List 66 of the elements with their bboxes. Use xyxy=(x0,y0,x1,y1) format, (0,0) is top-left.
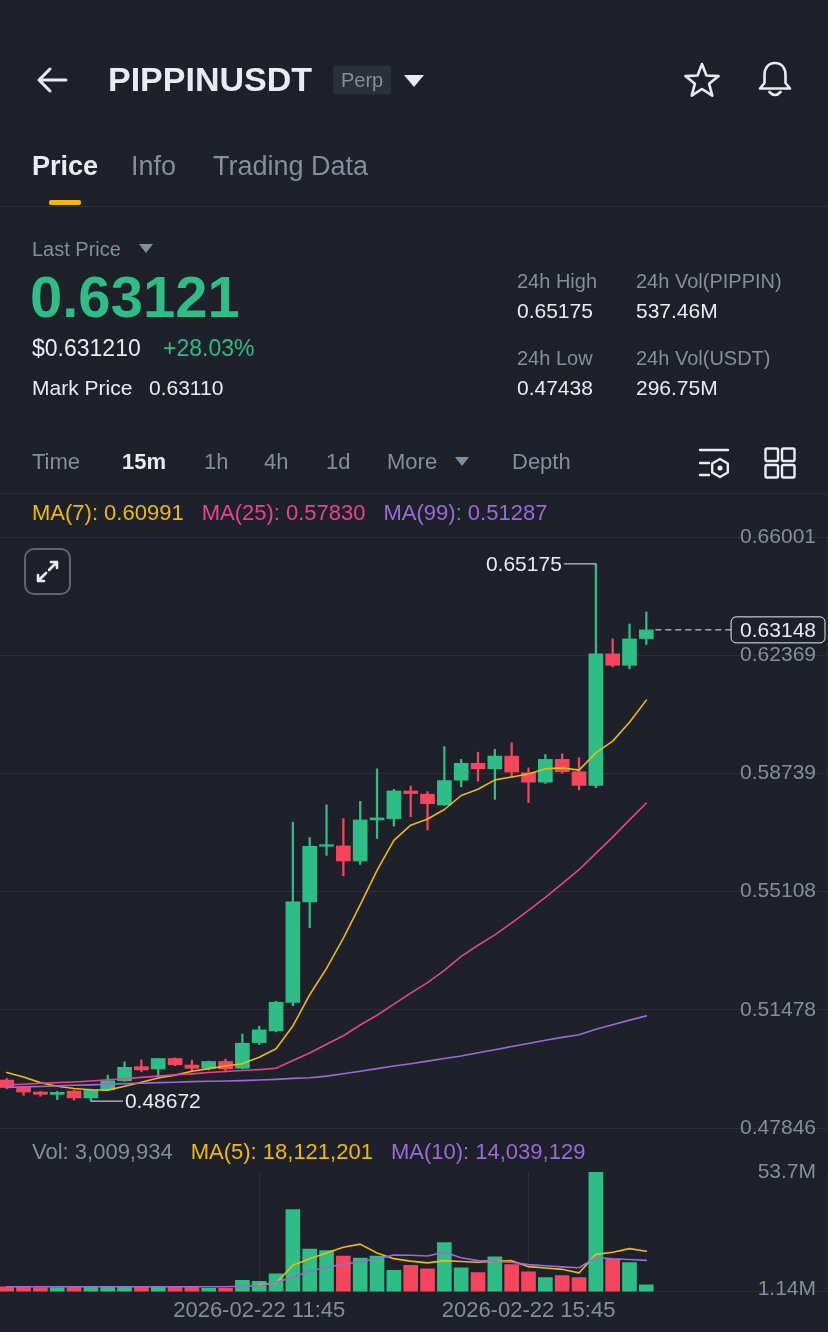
bar xyxy=(588,1172,604,1292)
annotation: 0.65175 xyxy=(485,551,562,575)
bar xyxy=(285,1209,301,1292)
bar xyxy=(571,1277,587,1292)
candlestick xyxy=(319,804,334,856)
text: Price xyxy=(32,151,99,183)
y-tick-label: 0.66001 xyxy=(740,523,816,547)
bar xyxy=(554,1275,570,1292)
ref-line-label: 0.63148 xyxy=(740,617,817,641)
text: Perp xyxy=(333,65,392,95)
text: $0.631210 xyxy=(32,334,141,362)
text: MA(99): 0.51287 xyxy=(383,500,548,525)
bar xyxy=(336,1255,351,1292)
text: MA(25): 0.57830 xyxy=(201,500,366,525)
text: MA(7): 0.60991 xyxy=(32,500,184,525)
text: 24h High xyxy=(517,269,598,293)
y-tick-label: 0.62369 xyxy=(740,642,816,666)
text: 0.63121 xyxy=(30,263,240,331)
text: Mark Price xyxy=(32,375,133,401)
bar xyxy=(521,1271,536,1292)
text: 0.63110 xyxy=(149,375,224,401)
text: 4h xyxy=(264,449,289,475)
bar xyxy=(319,1250,334,1292)
bar xyxy=(453,1267,469,1292)
y-tick-label: 1.14M xyxy=(757,1275,816,1299)
text: Info xyxy=(131,151,177,183)
text: 24h Low xyxy=(517,346,593,370)
bar xyxy=(420,1268,435,1292)
x-tick-label: 2026-02-22 15:45 xyxy=(441,1296,616,1322)
text: PIPPINUSDT xyxy=(108,60,313,100)
text: 24h Vol(PIPPIN) xyxy=(636,269,782,293)
text: +28.03% xyxy=(163,334,255,362)
text: 1h xyxy=(204,449,229,475)
y-tick-label: 0.51478 xyxy=(740,996,816,1020)
text: MA(5): 18,121,201 xyxy=(190,1139,373,1164)
text: 15m xyxy=(122,449,167,475)
text: 24h Vol(USDT) xyxy=(636,346,771,370)
text: Trading Data xyxy=(213,151,369,183)
text: MA(10): 14,039,129 xyxy=(390,1139,586,1164)
text: 537.46M xyxy=(636,298,718,324)
bar xyxy=(605,1258,621,1292)
text: Last Price xyxy=(32,237,121,261)
y-tick-label: 53.7M xyxy=(757,1158,816,1182)
text: 296.75M xyxy=(636,375,718,401)
text: More xyxy=(387,449,438,475)
bar xyxy=(622,1262,637,1292)
bar xyxy=(470,1272,486,1292)
y-tick-label: 0.55108 xyxy=(740,878,816,902)
text: 0.47438 xyxy=(517,375,593,401)
bar xyxy=(504,1264,520,1292)
text: 1d xyxy=(326,449,351,475)
bar xyxy=(538,1277,553,1292)
bar xyxy=(302,1248,318,1292)
bar xyxy=(437,1242,452,1292)
text: Depth xyxy=(512,449,571,475)
text: Time xyxy=(32,449,81,475)
text: 0.65175 xyxy=(517,298,593,324)
annotation: 0.48672 xyxy=(124,1088,201,1112)
candlestick xyxy=(49,1091,65,1100)
bar xyxy=(386,1270,402,1292)
y-tick-label: 0.58739 xyxy=(740,760,816,784)
text: Vol: 3,009,934 xyxy=(32,1139,173,1164)
x-tick-label: 2026-02-22 11:45 xyxy=(173,1296,346,1322)
bar xyxy=(403,1264,419,1292)
y-tick-label: 0.47846 xyxy=(740,1114,816,1138)
bar xyxy=(352,1257,368,1292)
